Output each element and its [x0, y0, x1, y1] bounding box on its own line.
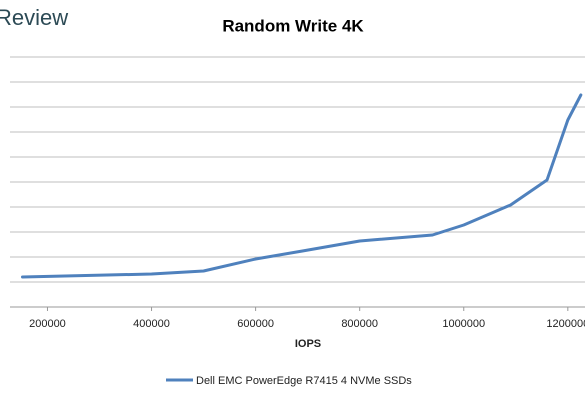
x-tick-label: 600000 — [237, 318, 274, 330]
brand-logo: Review — [0, 5, 68, 30]
data-line — [20, 93, 583, 279]
x-axis-title: IOPS — [295, 338, 321, 350]
legend-label: Dell EMC PowerEdge R7415 4 NVMe SSDs — [196, 375, 412, 387]
x-tick-label: 200000 — [29, 318, 66, 330]
x-tick-label: 1200000 — [546, 318, 585, 330]
x-tick-label: 1000000 — [442, 318, 485, 330]
x-tick-label: 800000 — [341, 318, 378, 330]
x-tick-label: 400000 — [133, 318, 170, 330]
chart-title: Random Write 4K — [222, 16, 364, 35]
